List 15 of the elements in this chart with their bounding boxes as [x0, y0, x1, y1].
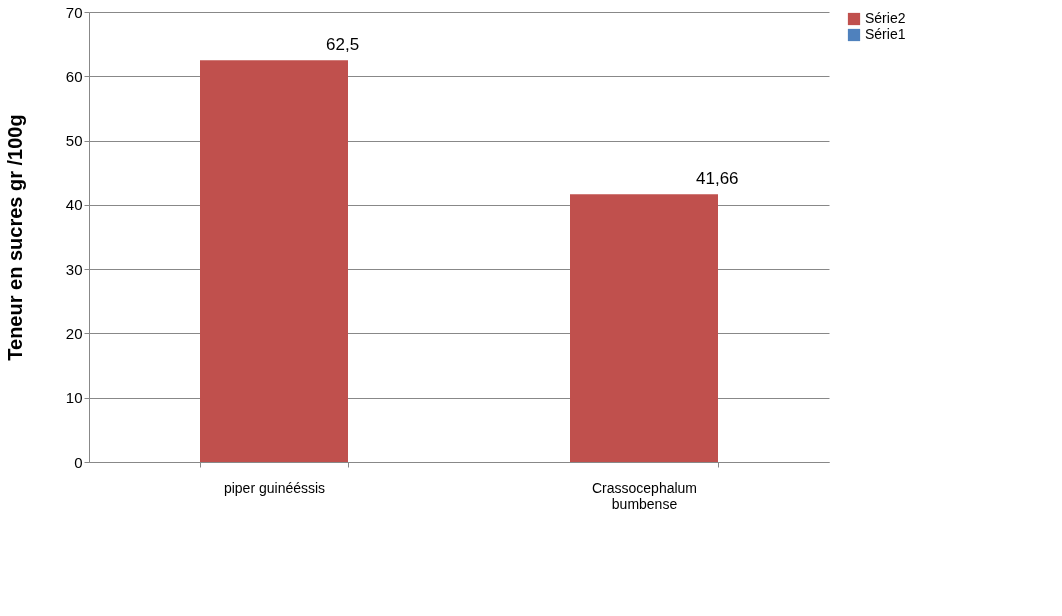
- legend-label: Série1: [865, 26, 906, 42]
- x-tick-label: Crassocephalum bumbense: [591, 479, 698, 512]
- x-tick-label: piper guinééssis: [223, 479, 326, 496]
- y-tick-label: 10: [65, 389, 83, 407]
- y-tick-label: 0: [74, 453, 83, 471]
- y-tick-label: 60: [65, 67, 83, 85]
- data-label: 62,5: [326, 35, 360, 55]
- y-tick-label: 40: [65, 196, 83, 214]
- y-axis-title: Teneur en sucres gr /100g: [3, 114, 26, 361]
- legend-label: Série2: [865, 10, 906, 26]
- y-tick-label: 50: [65, 132, 83, 150]
- y-tick-label: 70: [65, 3, 83, 21]
- y-tick-label: 30: [65, 260, 83, 278]
- data-label: 41,66: [696, 169, 739, 189]
- y-tick-label: 20: [65, 324, 83, 342]
